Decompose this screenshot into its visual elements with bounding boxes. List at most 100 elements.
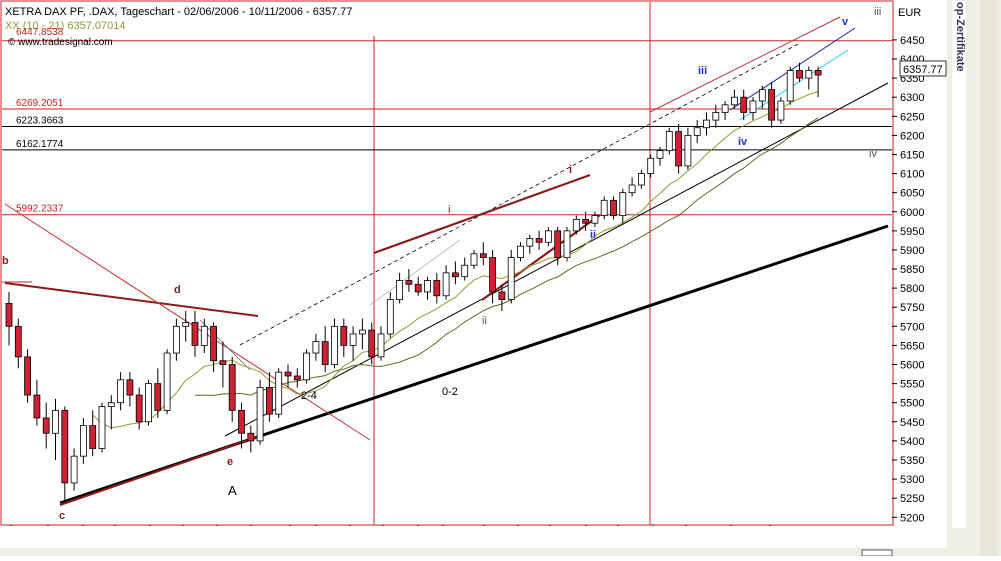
y-tick-label: 5850	[900, 264, 924, 276]
corner-wave-label: iii	[874, 6, 881, 18]
resistance-line-d	[4, 282, 259, 317]
candle-body	[684, 134, 692, 167]
scroll-handle[interactable]	[861, 549, 893, 557]
last-price-label: 6357.77	[903, 64, 943, 76]
y-tick-label: 6300	[900, 92, 924, 104]
candle-body	[563, 230, 571, 258]
candle-body	[572, 218, 580, 232]
y-tick-label: 6150	[900, 149, 924, 161]
wave-label: i	[448, 204, 450, 216]
y-tick-label: 6050	[900, 188, 924, 200]
candle-body	[507, 257, 515, 300]
wave-label: v	[842, 16, 849, 28]
candle-body	[358, 329, 366, 335]
vertical-scrollbar[interactable]	[980, 0, 998, 556]
upper-level-label: 6447.8538	[16, 27, 64, 38]
wave-label: i	[569, 164, 572, 176]
candle-body	[191, 322, 199, 346]
blue-channel-line	[729, 27, 856, 111]
y-tick-label: 6200	[900, 130, 924, 142]
candle-body	[340, 325, 348, 346]
last-price-box	[899, 60, 947, 77]
side-tab[interactable]	[952, 0, 966, 528]
candle-body	[749, 100, 757, 113]
candle-body	[396, 280, 404, 300]
candle-body	[14, 325, 22, 358]
candle-body	[42, 417, 50, 434]
level-label: 6223.3663	[16, 115, 64, 126]
candle-body	[461, 264, 469, 278]
wave-label: c	[59, 510, 65, 522]
y-tick-label: 5550	[900, 379, 924, 391]
candle-body	[628, 184, 636, 194]
candle-body	[145, 383, 152, 423]
y-tick-label: 5500	[900, 398, 924, 410]
candle-body	[219, 360, 227, 365]
candle-body	[5, 303, 13, 327]
y-tick-label: 5650	[900, 340, 924, 352]
candle-body	[591, 215, 599, 224]
candle-body	[610, 199, 617, 216]
y-tick-label: 6250	[900, 111, 924, 123]
candle-body	[758, 89, 766, 102]
candle-body	[414, 283, 422, 293]
candle-body	[200, 325, 208, 346]
candle-body	[545, 230, 552, 243]
level-label: 6269.2051	[16, 98, 64, 109]
wave-label: ii	[482, 315, 487, 327]
site-label: www.tradesignal.com	[17, 37, 112, 48]
candle-body	[61, 409, 69, 484]
candle-body	[424, 280, 431, 293]
candle-body	[368, 329, 376, 358]
candle-body	[98, 406, 106, 449]
candle-body	[228, 364, 236, 411]
candle-body	[386, 299, 394, 335]
candle-body	[796, 70, 803, 79]
downtrend-line	[4, 203, 371, 441]
candle-body	[777, 100, 785, 121]
candle-body	[638, 173, 645, 186]
candle-body	[554, 230, 562, 258]
wave-label: iv	[869, 148, 877, 160]
y-tick-label: 6000	[900, 207, 924, 219]
candle-body	[814, 70, 822, 76]
wave-label: b	[2, 255, 9, 267]
secondary-trendline	[224, 82, 889, 437]
candle-body	[331, 325, 338, 365]
candle-body	[526, 238, 534, 247]
candle-body	[470, 253, 478, 266]
y-tick-label: 5400	[900, 436, 924, 448]
candle-body	[349, 333, 357, 346]
red-channel-line	[649, 16, 841, 113]
wedge-upper-line	[373, 173, 591, 255]
wave-label: iv	[738, 136, 748, 148]
y-tick-label: 5250	[900, 493, 924, 505]
y-tick-label: 5950	[900, 226, 924, 238]
level-label: 5992.2337	[16, 204, 64, 215]
candle-body	[303, 352, 311, 381]
candle-body	[600, 199, 608, 216]
y-tick-label: 5350	[900, 455, 924, 467]
candle-body	[33, 394, 41, 419]
candle-body	[731, 96, 738, 106]
level-label: 6162.1774	[16, 139, 64, 150]
candle-body	[293, 375, 301, 381]
thin-connector	[199, 319, 251, 371]
candle-body	[377, 333, 385, 358]
candle-body	[210, 325, 218, 362]
candle-body	[582, 218, 589, 224]
copyright-label: © www.tradesignal.com	[8, 37, 113, 48]
candle-body	[451, 272, 459, 278]
support-line-c-e	[59, 435, 261, 506]
wave-label: 0-2	[442, 386, 458, 398]
y-tick-label: 5700	[900, 321, 924, 333]
candle-body	[498, 291, 506, 300]
thin-guide-line	[369, 239, 461, 306]
candle-body	[107, 402, 115, 407]
candle-body	[656, 150, 664, 159]
candle-body	[693, 127, 701, 136]
candle-body	[256, 387, 264, 442]
candle-body	[703, 119, 710, 129]
y-tick-label: 5200	[900, 512, 924, 524]
